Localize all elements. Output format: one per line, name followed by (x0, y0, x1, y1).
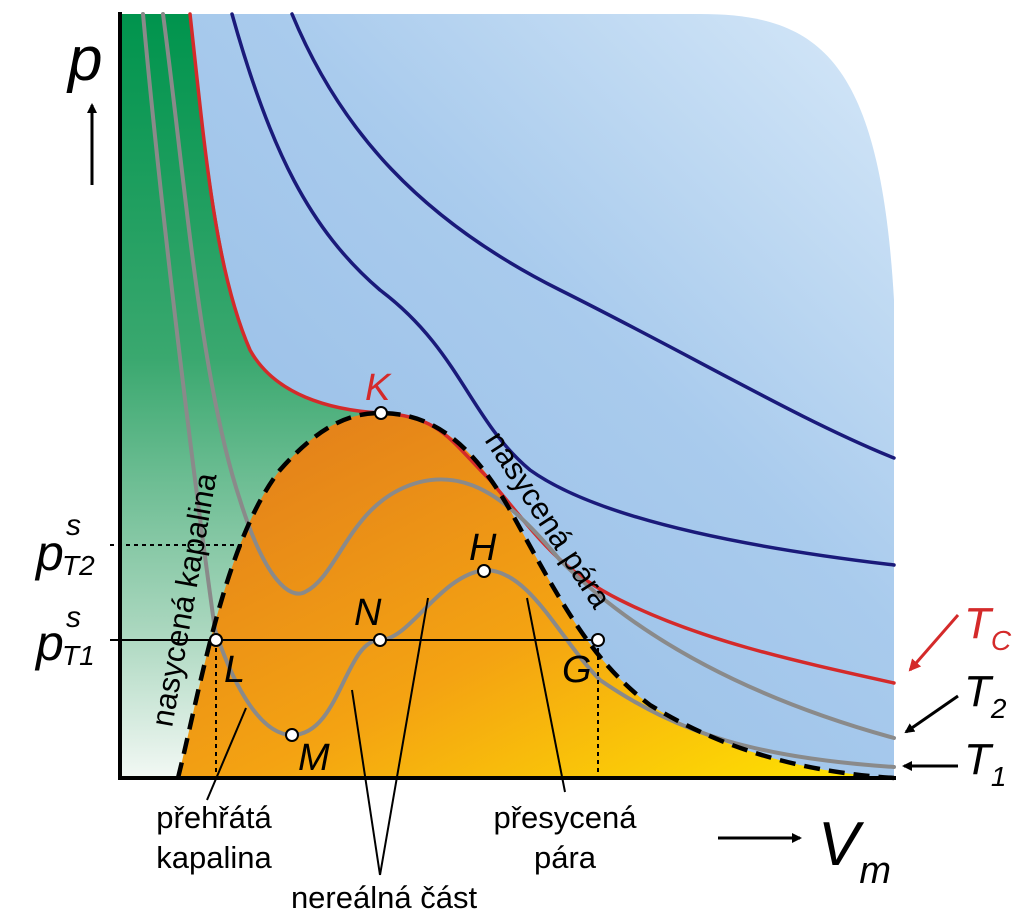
pressure-label-t2-sub: T2 (62, 550, 95, 581)
point-g-marker (591, 633, 605, 647)
state-points (209, 406, 605, 742)
t2-arrow (904, 694, 959, 734)
tc-label: TC (964, 599, 1012, 656)
point-k-marker (374, 406, 388, 420)
pressure-label-t1-sup: s (66, 601, 81, 634)
supersaturated-label-line1: přesycená (493, 800, 637, 835)
point-h-label: H (469, 527, 497, 569)
isotherm-t2 (161, 12, 896, 740)
pointer-unreal-left (351, 689, 381, 876)
point-h-marker (477, 564, 491, 578)
point-k-label: K (365, 367, 392, 409)
point-g-label: G (562, 649, 592, 691)
pressure-label-t1: p (34, 615, 64, 671)
two-phase-region (178, 413, 894, 778)
curve-label-arrows (902, 614, 960, 771)
t1-label: T1 (964, 735, 1006, 792)
t2-label: T2 (964, 667, 1007, 724)
point-m-label: M (298, 737, 330, 779)
unreal-part-label: nereálná část (291, 880, 478, 915)
y-axis-label: p (66, 25, 102, 94)
pointer-unreal-right (379, 597, 429, 876)
saturation-curve (175, 410, 895, 781)
pressure-label-t1-sub: T1 (62, 640, 95, 671)
point-l-label: L (224, 649, 245, 691)
x-axis-label: Vm (818, 810, 891, 892)
axes (87, 12, 896, 843)
point-n-marker (373, 633, 387, 647)
pressure-label-t2: p (34, 525, 64, 581)
point-m-marker (285, 728, 299, 742)
isotherm-t1 (141, 12, 896, 769)
pointer-superheated (206, 707, 247, 801)
pointer-lines (206, 597, 566, 876)
point-l-marker (209, 633, 223, 647)
supersaturated-label-line2: pára (534, 840, 597, 875)
pressure-label-t2-sup: s (66, 509, 81, 542)
superheated-label-line2: kapalina (156, 840, 272, 875)
isotherm-high-2 (230, 12, 896, 567)
isotherm-high-1 (290, 12, 896, 460)
point-n-label: N (354, 592, 382, 634)
superheated-label-line1: přehřátá (156, 800, 272, 835)
guide-lines (110, 544, 599, 778)
pointer-supersaturated (526, 597, 566, 793)
tc-arrow (908, 614, 960, 672)
